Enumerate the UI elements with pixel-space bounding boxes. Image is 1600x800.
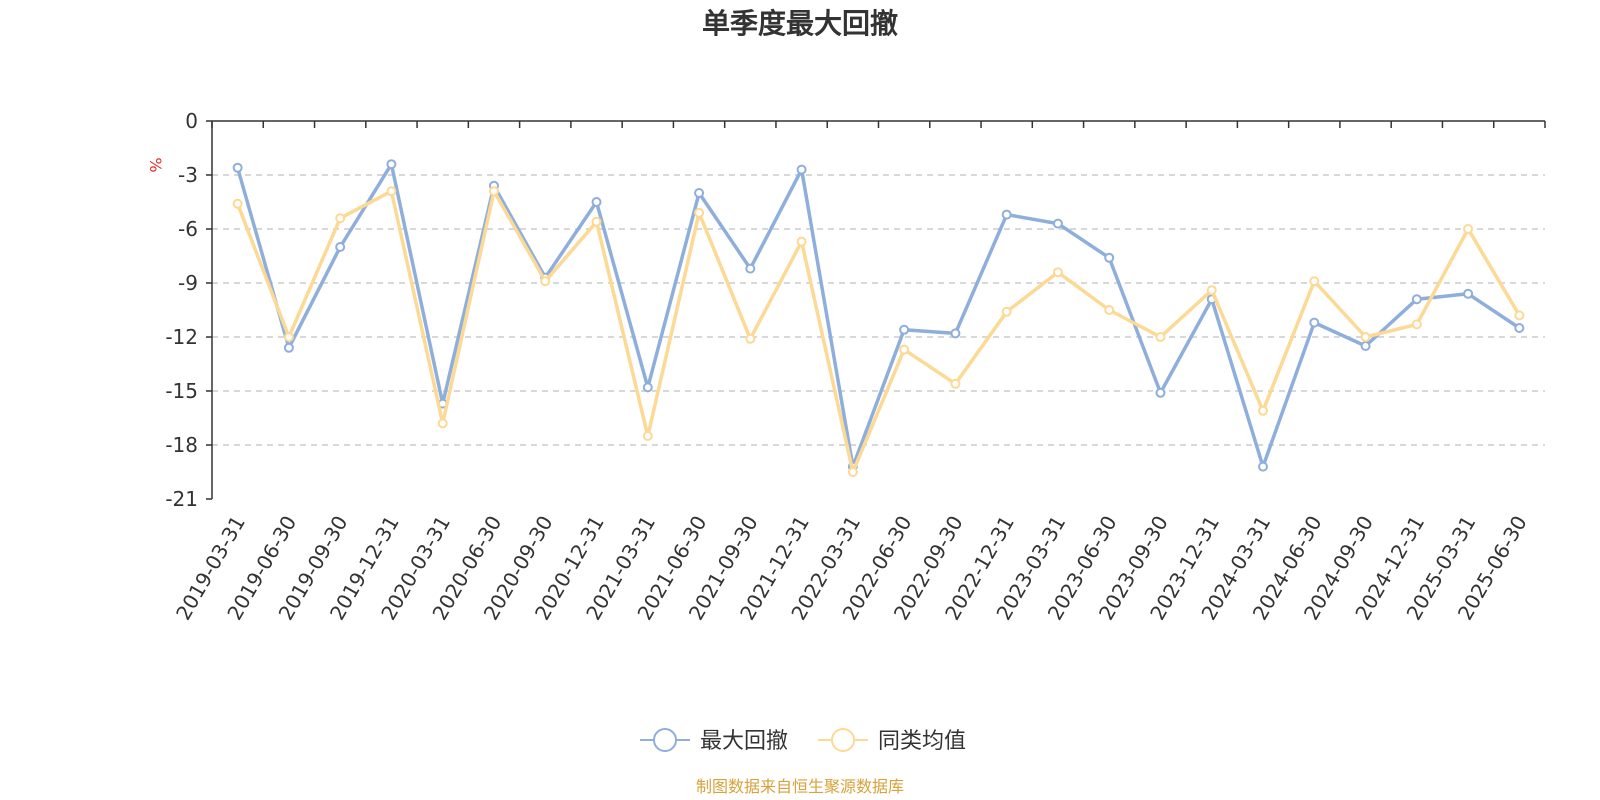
chart-title: 单季度最大回撤 <box>702 7 898 40</box>
data-point <box>1155 387 1166 398</box>
legend-item-1[interactable]: 最大回撤 <box>640 728 788 754</box>
data-source-note: 制图数据来自恒生聚源数据库 <box>696 777 904 796</box>
y-tick-label: 0 <box>185 109 198 133</box>
legend-label: 最大回撤 <box>700 729 788 754</box>
data-point <box>335 213 346 224</box>
legend[interactable]: 最大回撤 同类均值 <box>640 728 966 754</box>
data-point <box>437 418 448 429</box>
data-point <box>1463 224 1474 234</box>
data-point <box>283 342 294 353</box>
data-point <box>1104 252 1115 263</box>
data-point <box>232 198 243 209</box>
data-point <box>1360 332 1371 342</box>
data-point <box>745 263 756 274</box>
y-tick-label: -21 <box>165 487 198 511</box>
data-point <box>1258 461 1269 472</box>
y-tick-label: -6 <box>178 217 198 241</box>
data-point <box>1309 317 1320 328</box>
x-tick-labels: 2019-03-312019-06-302019-09-302019-12-31… <box>171 511 1532 624</box>
data-point <box>540 276 551 287</box>
y-axis-unit: % <box>146 157 165 172</box>
data-point <box>1052 218 1063 229</box>
data-point <box>950 328 961 339</box>
data-point <box>1206 285 1217 296</box>
data-point <box>796 164 807 175</box>
axes <box>206 120 1546 500</box>
y-tick-label: -9 <box>178 271 198 295</box>
data-point <box>847 467 858 477</box>
data-point <box>232 162 243 173</box>
data-point <box>386 186 397 197</box>
series-lines <box>232 159 1525 477</box>
data-point <box>1001 306 1012 317</box>
data-point <box>1463 288 1474 299</box>
data-point <box>1104 305 1115 315</box>
data-point <box>950 378 961 389</box>
data-point <box>1052 267 1063 278</box>
data-point <box>1155 332 1166 342</box>
legend-marker-icon <box>831 728 855 752</box>
data-point <box>591 216 602 227</box>
data-point <box>642 431 653 441</box>
y-tick-label: -15 <box>165 379 198 403</box>
data-point <box>335 242 346 252</box>
series-1 <box>232 159 1525 472</box>
data-point <box>642 382 653 393</box>
data-point <box>745 333 756 344</box>
data-point <box>899 344 910 355</box>
series-line <box>235 162 1521 469</box>
series-line <box>235 189 1521 474</box>
y-tick-labels: 0 -3 -6 -9 -12 -15 -18 -21 <box>165 109 198 511</box>
y-tick-label: -3 <box>178 163 198 187</box>
data-point <box>1411 319 1422 330</box>
y-tick-label: -12 <box>165 325 198 349</box>
data-point <box>1514 323 1525 333</box>
data-point <box>591 197 602 207</box>
legend-marker-icon <box>653 728 677 752</box>
legend-label: 同类均值 <box>878 729 966 754</box>
data-point <box>488 186 499 197</box>
data-point <box>1309 276 1320 287</box>
data-point <box>386 159 397 170</box>
series-2 <box>232 186 1525 477</box>
data-point <box>899 324 910 335</box>
data-point <box>1258 405 1269 416</box>
data-point <box>1001 209 1012 220</box>
data-point <box>283 332 294 342</box>
data-point <box>1514 310 1525 321</box>
y-tick-label: -18 <box>165 433 198 457</box>
data-point <box>1411 294 1422 305</box>
data-point <box>694 188 705 198</box>
legend-item-2[interactable]: 同类均值 <box>818 728 966 754</box>
data-point <box>796 236 807 247</box>
data-point <box>694 207 705 218</box>
data-point <box>1360 341 1371 351</box>
grid-lines <box>212 174 1545 446</box>
